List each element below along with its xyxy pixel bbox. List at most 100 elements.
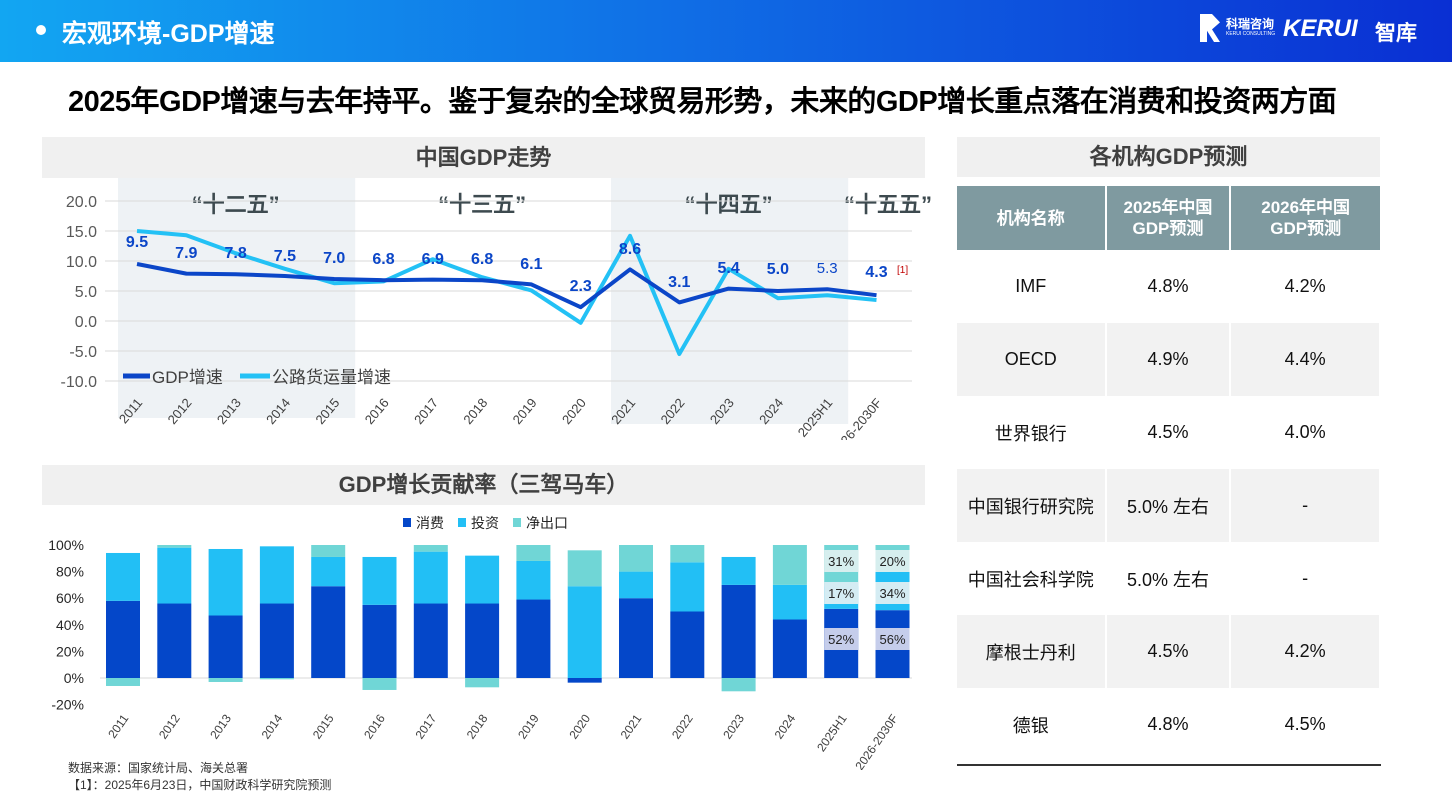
contribution-chart: 100% 80% 60% 40% 20% 0% -20% 2011 2012 2013 2014 20…: [48, 515, 912, 770]
gdp-data-label: 6.9: [422, 251, 444, 268]
data-label-bg: [875, 628, 910, 650]
institution-cell: OECD: [957, 323, 1107, 396]
x-tick-label: 2017: [411, 395, 441, 427]
x-tick-label: 2026-2030F: [852, 712, 901, 770]
x-tick-label: 2018: [464, 711, 491, 741]
data-label: 34%: [879, 586, 905, 601]
gdp-data-label: 6.8: [471, 251, 493, 268]
x-tick-label: 2024: [772, 711, 799, 741]
legend-label-net-export: 净出口: [526, 515, 568, 531]
table-row: 中国社会科学院 5.0% 左右 -: [957, 542, 1381, 615]
bar-segment-consumption: [157, 603, 192, 678]
period-label: “十五五”: [844, 192, 932, 217]
bar-segment-net-export: [567, 550, 602, 587]
forecast-2026-cell: 4.2%: [1230, 250, 1381, 323]
data-label: 52%: [828, 632, 854, 647]
institution-cell: IMF: [957, 250, 1107, 323]
gdp-data-label: 7.0: [323, 250, 345, 267]
bar-segment-consumption: [670, 611, 705, 678]
col-header-2026: 2026年中国GDP预测: [1230, 186, 1380, 250]
legend-swatch-net-export: [513, 518, 521, 527]
data-label-bg: [875, 550, 910, 572]
x-tick-label: 2017: [412, 711, 439, 741]
table-row: 中国银行研究院 5.0% 左右 -: [957, 469, 1381, 542]
forecast-table-title: 各机构GDP预测: [957, 137, 1380, 177]
legend-freight-label: 公路货运量增速: [272, 368, 391, 387]
x-tick-label: 2016: [362, 395, 392, 427]
bar-segment-investment: [413, 551, 448, 604]
x-tick-label: 2011: [105, 711, 131, 740]
y-tick-label: -5.0: [69, 344, 97, 361]
bar-segment-net-export: [670, 545, 705, 563]
y-tick-label: 0%: [64, 670, 84, 686]
y-tick-label: -20%: [51, 697, 84, 713]
page-title: 宏观环境-GDP增速: [62, 20, 275, 48]
bar-segment-investment: [311, 556, 346, 587]
table-row: 摩根士丹利 4.5% 4.2%: [957, 615, 1381, 688]
period-label: “十二五”: [192, 192, 280, 217]
gdp-trend-chart: “十二五” “十三五” “十四五” “十五五” 20.0 15.0 10.0 5.0 0.0 -5…: [61, 178, 932, 440]
bar-segment-net-export: [619, 545, 653, 572]
bar-segment-net-export: [721, 678, 756, 692]
bar-segment-consumption: [362, 604, 397, 678]
table-row: IMF 4.8% 4.2%: [957, 250, 1381, 323]
bar-segment-consumption: [721, 584, 756, 678]
table-header-row: 机构名称 2025年中国GDP预测 2026年中国GDP预测: [957, 186, 1380, 250]
data-label: 20%: [879, 554, 905, 569]
bar-segment-investment: [106, 552, 140, 601]
legend-swatch-consumption: [403, 518, 411, 527]
bar-segment-net-export: [311, 545, 346, 557]
bar-segment-investment: [567, 586, 602, 678]
headline: 2025年GDP增速与去年持平。鉴于复杂的全球贸易形势，未来的GDP增长重点落在…: [68, 86, 1337, 118]
forecast-2025-cell: 4.5%: [1105, 396, 1232, 469]
bar-segment-investment: [670, 562, 705, 612]
logo-sub: KERUI CONSULTING: [1226, 31, 1276, 37]
table-row: 世界银行 4.5% 4.0%: [957, 396, 1381, 469]
forecast-2026-cell: 4.0%: [1230, 396, 1381, 469]
x-tick-label: 2019: [510, 395, 540, 427]
forecast-2025-cell: 4.9%: [1105, 323, 1232, 396]
data-label: 31%: [828, 554, 854, 569]
gdp-data-label: 8.6: [619, 241, 641, 258]
y-tick-label: 0.0: [75, 314, 97, 331]
x-tick-label: 2020: [566, 711, 593, 741]
x-tick-label: 2025H1: [814, 711, 850, 754]
gdp-data-label: 2.3: [570, 278, 592, 295]
table-bottom-rule: [957, 764, 1381, 766]
bar-segment-net-export: [106, 678, 140, 686]
bar-segment-consumption: [567, 678, 602, 683]
y-tick-label: 10.0: [66, 254, 97, 271]
data-label-bg: [824, 582, 859, 604]
bar-segment-net-export: [259, 678, 294, 680]
gdp-data-label: 5.0: [767, 261, 789, 278]
bar-segment-investment: [362, 556, 397, 605]
institution-cell: 中国银行研究院: [957, 469, 1107, 542]
y-tick-label: 100%: [48, 537, 84, 553]
data-label-bg: [824, 628, 859, 650]
bar-segment-net-export: [516, 545, 551, 561]
gdp-data-label: 6.1: [520, 256, 542, 273]
bar-segment-consumption: [259, 603, 294, 678]
forecast-2026-cell: 4.4%: [1230, 323, 1381, 396]
logo-en2: 智库: [1375, 22, 1417, 45]
gdp-data-label: 7.8: [224, 245, 246, 262]
header-bar: 宏观环境-GDP增速 科瑞咨询 KERUI CONSULTING KERUI 智…: [0, 0, 1452, 62]
period-label: “十三五”: [438, 192, 526, 217]
institution-cell: 德银: [957, 688, 1107, 761]
x-tick-label: 2019: [515, 711, 542, 741]
y-tick-label: 80%: [56, 564, 84, 580]
y-tick-label: 20.0: [66, 194, 97, 211]
bar-segment-net-export: [772, 545, 807, 585]
x-tick-label: 2013: [207, 711, 234, 741]
x-tick-label: 2018: [460, 395, 490, 427]
data-label: 56%: [879, 632, 905, 647]
y-tick-label: -10.0: [61, 374, 98, 391]
col-header-institution: 机构名称: [957, 186, 1107, 250]
x-tick-label: 2023: [720, 711, 747, 741]
forecast-2025-cell: 4.8%: [1105, 688, 1232, 761]
gdp-data-label: 4.3: [865, 264, 887, 281]
period-band: [611, 178, 849, 424]
bullet-icon: [36, 25, 46, 35]
y-tick-label: 20%: [56, 643, 84, 659]
contribution-title: GDP增长贡献率（三驾马车）: [42, 465, 925, 505]
